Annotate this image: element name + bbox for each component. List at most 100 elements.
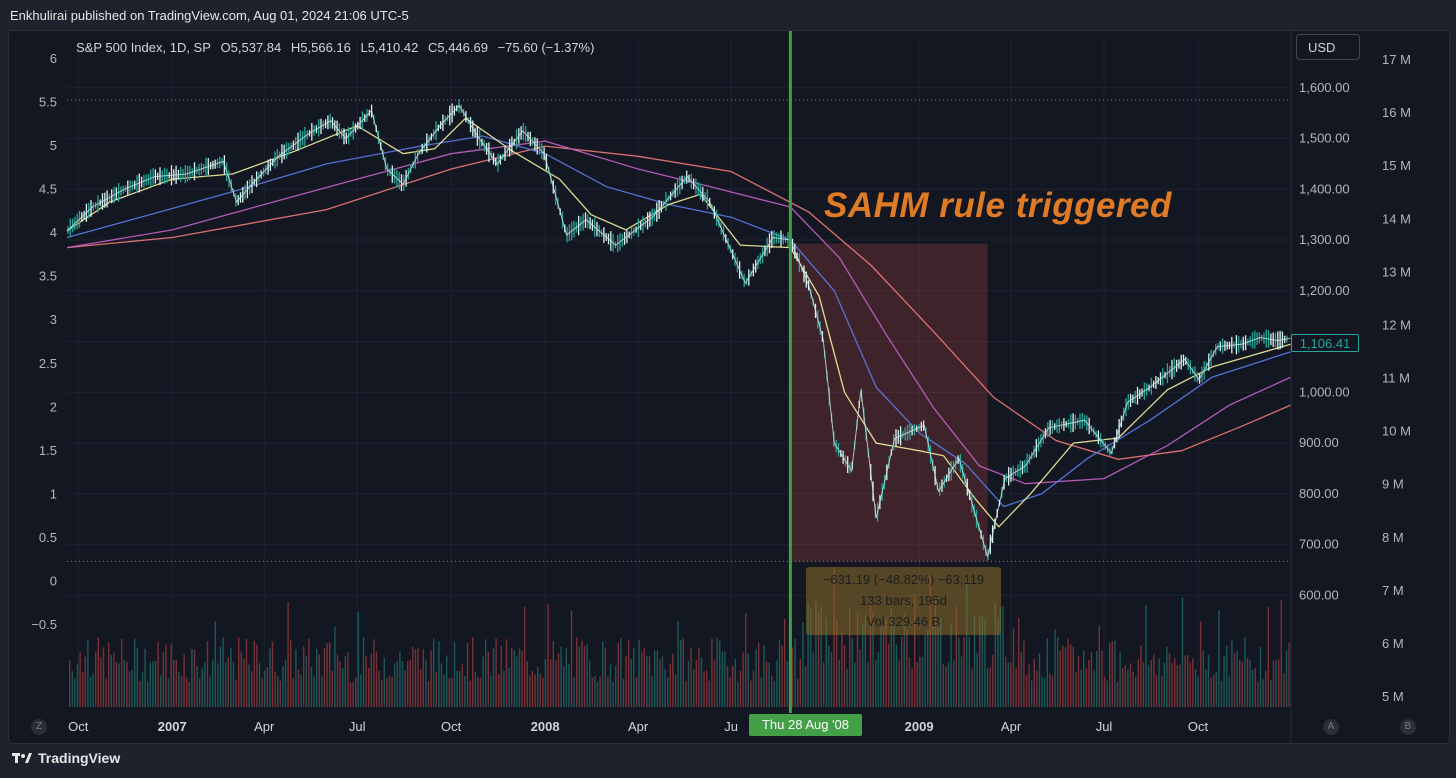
volume-tick-label: 8 M [1382, 530, 1404, 545]
volume-bar [851, 638, 853, 707]
volume-bar [386, 677, 388, 707]
volume-bar [807, 603, 809, 707]
volume-bar [1103, 676, 1106, 707]
volume-bar [160, 675, 162, 707]
volume-bar [1020, 651, 1022, 707]
volume-bar [794, 638, 796, 707]
volume-bar [557, 653, 560, 707]
volume-bar [659, 659, 661, 707]
volume-bar [669, 663, 671, 707]
volume-bar [318, 654, 320, 707]
volume-bar [602, 641, 604, 707]
volume-bar [201, 668, 203, 707]
price-tick-label: 1,000.00 [1299, 384, 1350, 399]
volume-bar [479, 677, 482, 707]
auto-scale-button[interactable]: A [1323, 719, 1339, 735]
volume-bar [630, 659, 632, 707]
volume-bar [830, 651, 833, 707]
volume-bar [1228, 676, 1230, 707]
measure-volume: Vol 329.46 B [866, 614, 941, 629]
volume-bar [1205, 669, 1207, 707]
volume-bar [152, 661, 154, 707]
left-tick-label: 2 [50, 399, 57, 414]
volume-bar [888, 643, 890, 707]
volume-bar [919, 656, 921, 707]
volume-bar [1033, 658, 1035, 707]
volume-bar [804, 666, 807, 707]
volume-bar [1124, 665, 1126, 707]
volume-bar [802, 622, 804, 707]
volume-bar [373, 639, 375, 707]
volume-bar [144, 648, 146, 707]
volume-bar [641, 651, 643, 707]
volume-bar [178, 671, 180, 707]
left-tick-label: 1.5 [39, 443, 57, 458]
volume-bar [1007, 662, 1009, 707]
volume-bar [290, 639, 292, 707]
volume-bar [732, 666, 734, 707]
volume-bar [1010, 662, 1012, 707]
volume-bar [1285, 650, 1288, 707]
volume-bar [664, 668, 666, 707]
volume-bar [297, 669, 300, 707]
volume-bar [243, 658, 245, 707]
volume-bar [609, 664, 612, 707]
volume-bar [352, 681, 354, 707]
currency-button[interactable]: USD [1296, 34, 1360, 60]
volume-bar [248, 664, 250, 707]
volume-bar [1028, 664, 1030, 707]
symbol-high: H5,566.16 [290, 40, 351, 55]
moving-average-line [66, 140, 1292, 485]
volume-bar [1098, 625, 1100, 707]
volume-bar [596, 681, 599, 707]
volume-bar [115, 661, 118, 707]
volume-bar [1114, 640, 1116, 707]
volume-bar [186, 677, 188, 707]
footer-brand[interactable]: TradingView [12, 750, 120, 766]
volume-bar [1259, 646, 1262, 707]
zoom-reset-button[interactable]: Z [31, 719, 47, 735]
publisher-line: Enkhulirai published on TradingView.com,… [10, 8, 409, 23]
volume-bar [576, 637, 578, 707]
volume-bar [643, 648, 645, 707]
volume-bar [674, 674, 677, 707]
chart-canvas[interactable]: 600.00700.00800.00900.001,000.001,100.00… [9, 31, 1449, 743]
volume-bar [737, 681, 739, 707]
volume-bar [464, 675, 466, 707]
volume-bar [945, 665, 947, 707]
volume-tick-label: 5 M [1382, 689, 1404, 704]
volume-bar [1135, 676, 1137, 707]
volume-bar [955, 606, 957, 707]
volume-bar [1163, 663, 1165, 707]
chart-frame[interactable]: 600.00700.00800.00900.001,000.001,100.00… [8, 30, 1450, 744]
price-tick-label: 1,400.00 [1299, 181, 1350, 196]
volume-bar [901, 636, 903, 707]
scale-b-button[interactable]: B [1400, 719, 1416, 735]
volume-bar [446, 655, 448, 707]
volume-bar [396, 661, 398, 707]
volume-bar [568, 664, 570, 707]
volume-bar [654, 650, 656, 707]
volume-bar [1226, 645, 1228, 707]
volume-bar [87, 639, 89, 707]
volume-bar [394, 663, 396, 707]
volume-bar [719, 640, 721, 707]
volume-bar [542, 677, 544, 707]
volume-bar [924, 634, 926, 707]
volume-bar [986, 668, 989, 707]
volume-bar [963, 636, 965, 707]
volume-bar [362, 637, 365, 707]
volume-bar [1267, 607, 1269, 707]
volume-bar [607, 676, 609, 707]
volume-bar [1062, 645, 1064, 707]
volume-bar [690, 647, 692, 707]
volume-bar [100, 657, 102, 707]
volume-bar [292, 678, 294, 707]
left-tick-label: 0 [50, 573, 57, 588]
volume-bar [503, 670, 505, 707]
time-tick-label: Jul [1096, 719, 1113, 734]
volume-bar [131, 669, 133, 707]
volume-bar [638, 640, 640, 707]
volume-bar [797, 678, 799, 707]
volume-bar [269, 648, 271, 707]
